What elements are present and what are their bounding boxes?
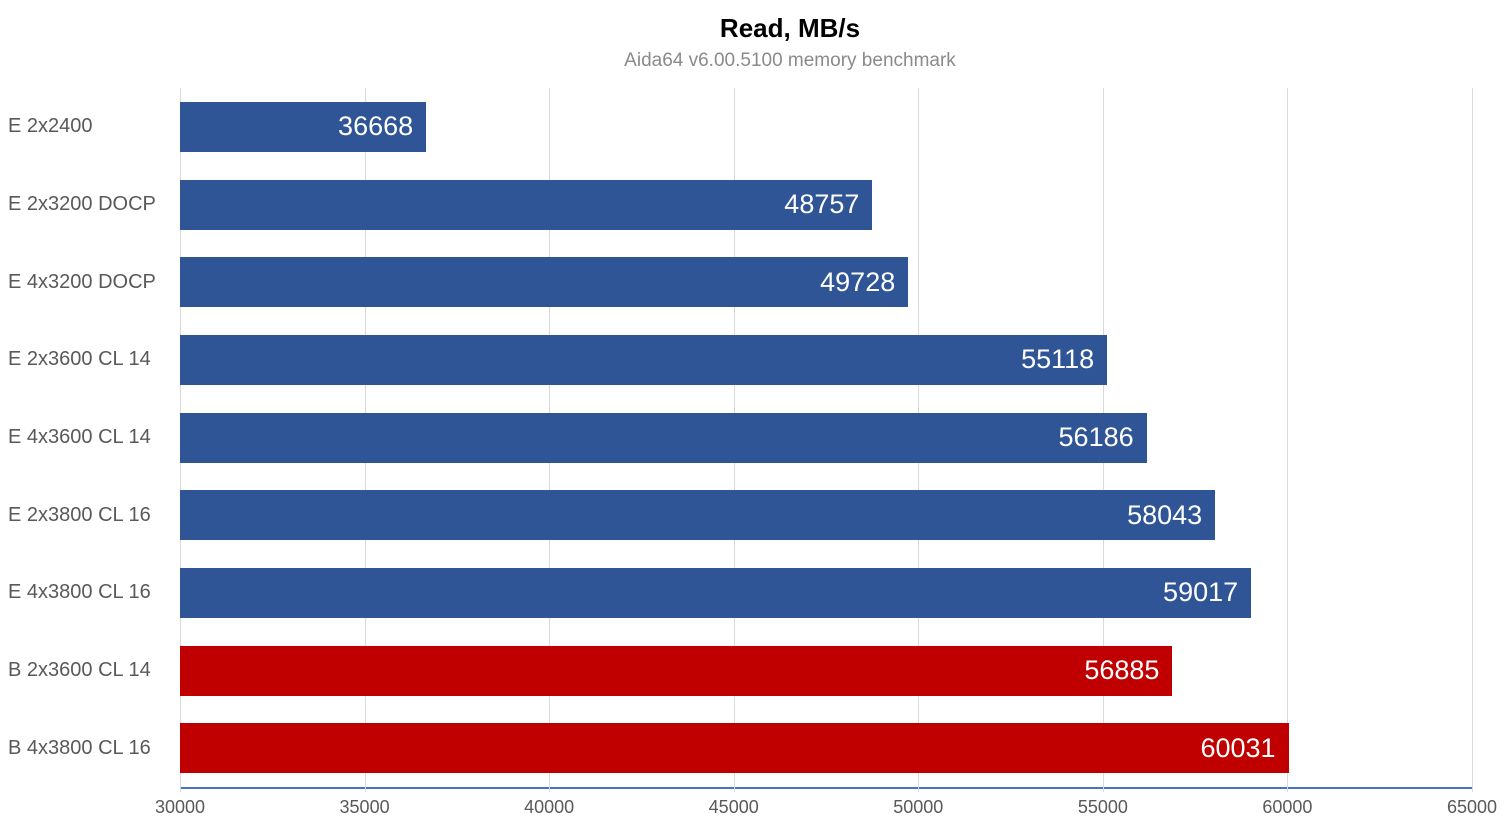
chart-title: Read, MB/s: [719, 13, 861, 43]
category-label: E 2x3800 CL 16: [8, 503, 151, 526]
bar-row: 49728: [180, 243, 1472, 321]
bar-row: 56885: [180, 632, 1472, 710]
category-label: E 2x3200 DOCP: [8, 193, 156, 215]
y-axis-category-labels: E 2x2400 E 2x3200 DOCP E 4x3200 DOCP E 2x36…: [0, 88, 180, 787]
x-tick-label: 50000: [893, 797, 944, 817]
bar-value-label: 60031: [1200, 732, 1276, 763]
category-label: E 2x2400: [8, 115, 93, 138]
category-label: E 2x3600 CL 14: [8, 348, 151, 371]
bar: 55118: [180, 334, 1108, 385]
bar-value-label: 59017: [1163, 577, 1239, 608]
bar: 59017: [180, 567, 1252, 618]
category-label: B 4x3800 CL 16: [8, 736, 151, 759]
category-label: B 2x3600 CL 14: [8, 659, 151, 682]
bar-row: 60031: [180, 709, 1472, 787]
bar-value-label: 55118: [1021, 344, 1095, 375]
category-label: E 4x3600 CL 14: [8, 426, 151, 449]
bar-row: 58043: [180, 476, 1472, 554]
x-tick-label: 30000: [154, 797, 206, 817]
bar-row: 56186: [180, 399, 1472, 477]
chart-subtitle: Aida64 v6.00.5100 memory benchmark: [624, 50, 956, 71]
bar-row: 55118: [180, 321, 1472, 399]
bar: 36668: [180, 101, 427, 152]
bar-value-label: 58043: [1127, 499, 1203, 530]
x-tick-label: 45000: [708, 797, 759, 817]
x-tick-label: 40000: [524, 797, 575, 817]
bar: 58043: [180, 490, 1216, 541]
category-label: E 4x3800 CL 16: [8, 581, 151, 604]
bar-rows: 36668 48757 49728 55118 56186 58043 5901…: [180, 88, 1472, 787]
gridline: [1472, 88, 1473, 792]
bar-value-label: 36668: [338, 111, 414, 142]
bar-row: 59017: [180, 554, 1472, 632]
x-axis-tick-labels: 30000 35000 40000 45000 50000 55000 60000 65000: [155, 797, 1497, 823]
bar: 56885: [180, 645, 1173, 696]
x-tick-label: 55000: [1077, 797, 1128, 817]
x-tick-label: 65000: [1446, 797, 1498, 817]
category-label: E 4x3200 DOCP: [8, 270, 156, 293]
bar-value-label: 56186: [1058, 422, 1134, 453]
gridline: [1287, 88, 1289, 792]
bar-value-label: 49728: [820, 266, 896, 297]
bar: 49728: [180, 257, 909, 308]
bar-row: 48757: [180, 166, 1472, 244]
plot-area: 36668 48757 49728 55118 56186 58043 5901…: [180, 88, 1473, 792]
bar-row: 36668: [180, 88, 1472, 166]
bar: 48757: [180, 179, 873, 230]
bar: 60031: [180, 723, 1289, 774]
x-tick-label: 60000: [1262, 797, 1313, 817]
x-tick-label: 35000: [339, 797, 390, 817]
bar: 56186: [180, 412, 1147, 463]
bar-value-label: 56885: [1084, 655, 1160, 686]
bar-value-label: 48757: [784, 189, 860, 219]
